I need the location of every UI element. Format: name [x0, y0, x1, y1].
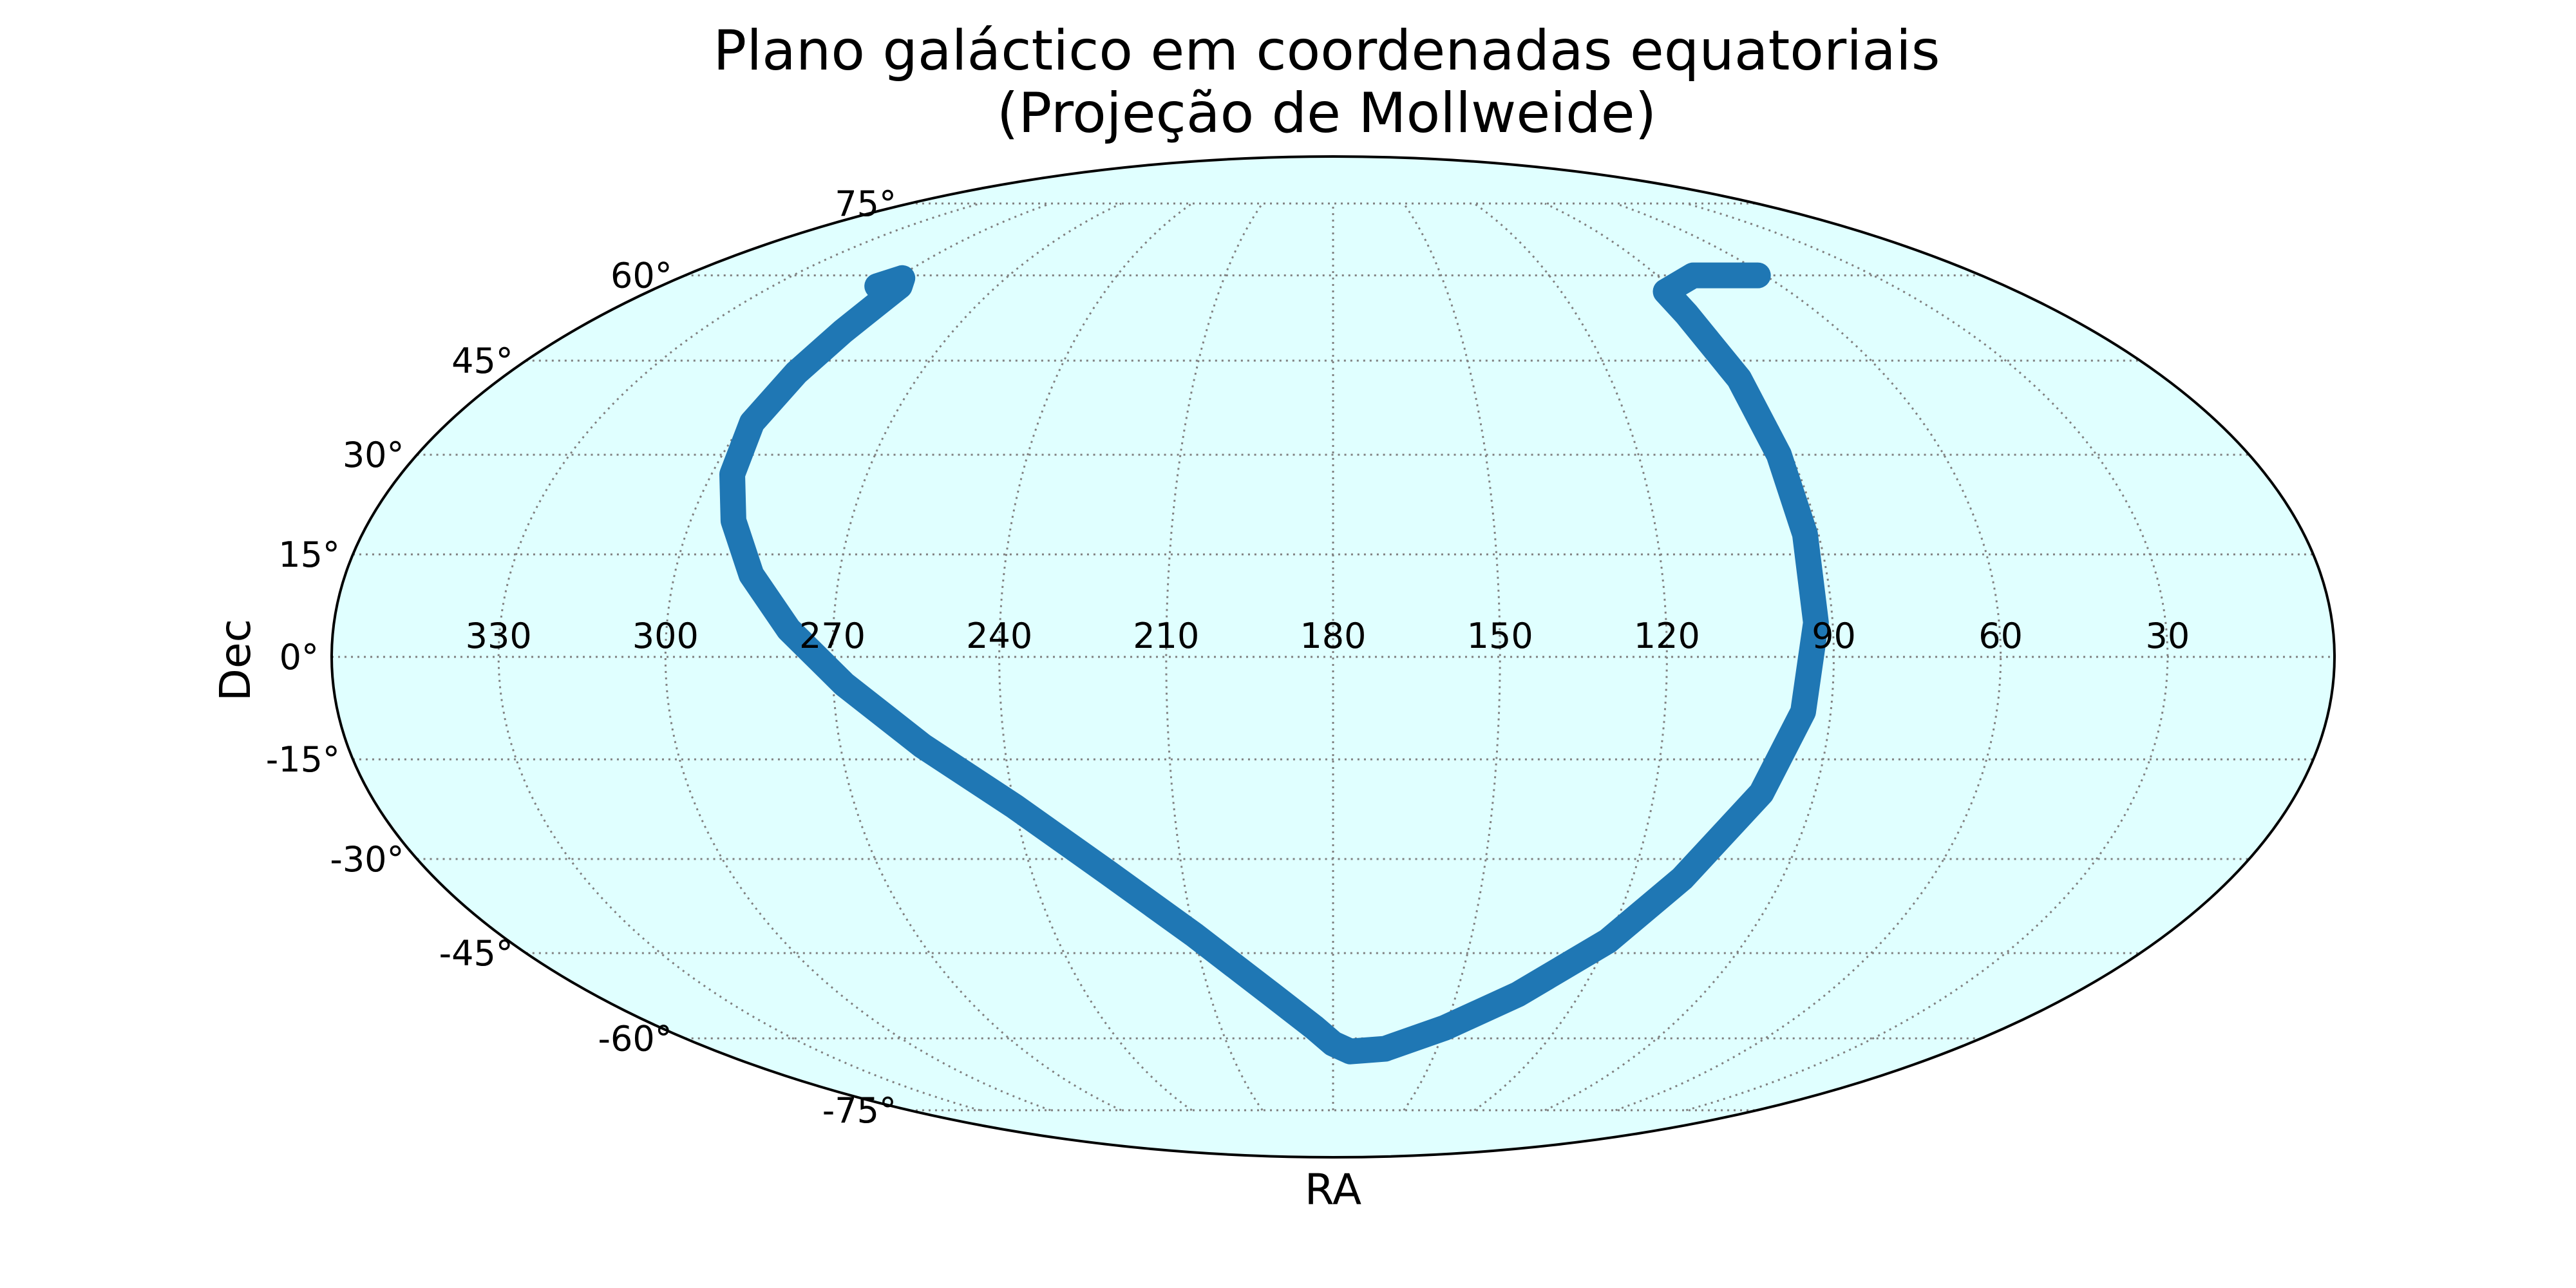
x-tick-label: 300 [632, 616, 699, 656]
y-tick-label: -30° [330, 839, 404, 880]
x-tick-label: 120 [1634, 616, 1700, 656]
y-tick-label: 45° [451, 341, 513, 381]
grid-meridian [998, 202, 1193, 1112]
y-tick-label: 60° [611, 256, 672, 296]
y-tick-label: 75° [835, 184, 896, 224]
x-tick-label: 150 [1467, 616, 1533, 656]
x-axis-label: RA [1305, 1165, 1361, 1215]
x-tick-label: 210 [1133, 616, 1199, 656]
x-tick-labels: 330 300 270 240 210 180 150 120 90 60 30 [466, 616, 2190, 656]
y-axis-label: Dec [211, 619, 260, 701]
grid-meridian [1685, 202, 2169, 1112]
y-tick-label: 15° [278, 535, 340, 575]
chart-title: Plano galáctico em coordenadas equatoria… [713, 19, 1940, 83]
grid-meridian [1615, 202, 2002, 1112]
series-galactic-plane [719, 262, 1829, 1065]
y-tick-label: -15° [266, 739, 340, 780]
sphere-background [332, 156, 2334, 1157]
grid-meridian [497, 202, 981, 1112]
x-tick-label: 30 [2145, 616, 2190, 656]
y-tick-label: -45° [439, 933, 513, 974]
chart-subtitle: (Projeção de Mollweide) [997, 81, 1656, 146]
y-tick-label: 0° [279, 637, 319, 677]
y-tick-labels: 75° 60° 45° 30° 15° 0° -15° -30° -45° -60° -75° [266, 184, 896, 1131]
grid-meridian [664, 202, 1051, 1112]
x-tick-label: 240 [966, 616, 1032, 656]
y-tick-label: 30° [343, 435, 404, 475]
x-tick-label: 270 [799, 616, 866, 656]
x-tick-label: 330 [466, 616, 532, 656]
y-tick-label: -60° [598, 1018, 672, 1059]
sphere-outline [330, 155, 2336, 1159]
x-tick-label: 60 [1978, 616, 2023, 656]
grid-meridian [1473, 202, 1668, 1112]
series-layer [719, 262, 1829, 1065]
y-tick-label: -75° [822, 1090, 896, 1131]
x-tick-label: 90 [1812, 616, 1856, 656]
x-tick-label: 180 [1300, 616, 1366, 656]
